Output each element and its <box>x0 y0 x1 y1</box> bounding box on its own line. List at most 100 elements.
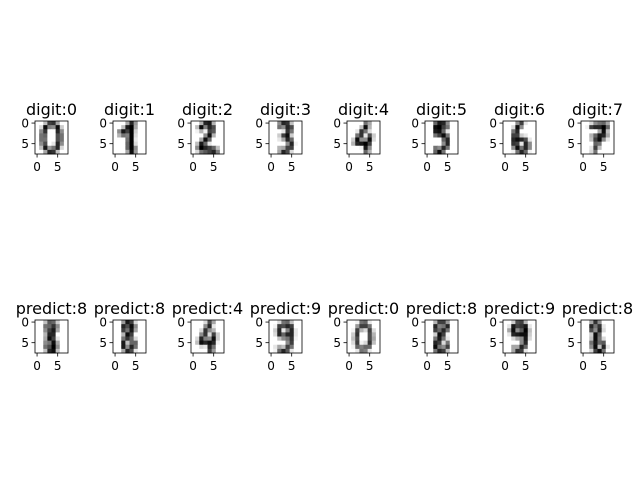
image-cell <box>371 324 377 329</box>
image-cell <box>519 332 525 337</box>
image-cell <box>449 137 455 143</box>
image-cell <box>59 328 65 333</box>
image-cell <box>55 125 61 130</box>
image-cell <box>527 328 533 333</box>
image-cell <box>425 149 430 155</box>
image-cell <box>589 328 594 333</box>
image-cell <box>449 336 455 342</box>
image-cell <box>585 129 590 134</box>
image-cell <box>281 129 286 134</box>
image-cell <box>281 121 286 126</box>
image-cell <box>519 324 525 329</box>
image-cell <box>503 320 508 325</box>
image-cell <box>589 340 594 346</box>
image-cell <box>437 133 442 138</box>
image-cell <box>39 340 44 346</box>
image-cell <box>515 141 520 147</box>
image-cell <box>449 133 455 138</box>
image-cell <box>433 141 438 147</box>
y-tick-label: 5 <box>333 137 341 151</box>
image-cell <box>585 149 590 155</box>
image-cell <box>191 320 196 325</box>
y-tick-label: 5 <box>489 336 497 350</box>
x-tick-label: 5 <box>366 160 374 174</box>
image-cell <box>375 328 381 333</box>
image-cell <box>211 133 217 138</box>
image-cell <box>289 133 295 138</box>
image-cell <box>355 121 360 126</box>
image-cell <box>285 133 291 138</box>
image-cell <box>507 137 512 143</box>
image-cell <box>55 133 61 138</box>
image-cell <box>59 348 65 354</box>
image-cell <box>207 328 213 333</box>
image-cell <box>581 145 586 151</box>
image-cell <box>515 137 520 143</box>
image-cell <box>363 145 369 151</box>
image-cell <box>363 121 369 126</box>
image-cell <box>211 145 217 151</box>
image-cell <box>593 328 598 333</box>
image-cell <box>219 340 225 346</box>
panel-title: predict:4 <box>172 299 243 318</box>
image-cell <box>429 129 434 134</box>
image-cell <box>601 328 607 333</box>
image-cell <box>351 320 356 325</box>
y-tick-label: 0 <box>411 316 419 330</box>
x-tick-label: 5 <box>132 359 140 373</box>
image-cell <box>289 320 295 325</box>
image-cell <box>531 328 537 333</box>
image-cell <box>511 145 516 151</box>
image-cell <box>519 125 525 130</box>
image-cell <box>527 324 533 329</box>
image-cell <box>531 332 537 337</box>
image-cell <box>203 133 208 138</box>
image-cell <box>285 324 291 329</box>
image-cell <box>355 344 360 350</box>
image-cell <box>285 149 291 155</box>
image-cell <box>141 332 147 337</box>
image-cell <box>433 324 438 329</box>
image-cell <box>351 344 356 350</box>
axes-frame <box>346 319 381 354</box>
image-cell <box>449 348 455 354</box>
image-cell <box>523 121 529 126</box>
image-cell <box>63 141 69 147</box>
image-cell <box>211 348 217 354</box>
image-cell <box>293 121 299 126</box>
image-cell <box>359 137 364 143</box>
image-cell <box>531 125 537 130</box>
image-cell <box>511 121 516 126</box>
image-cell <box>437 121 442 126</box>
image-cell <box>191 149 196 155</box>
image-cell <box>363 336 369 342</box>
image-cell <box>523 332 529 337</box>
image-cell <box>277 320 282 325</box>
image-cell <box>593 133 598 138</box>
x-tick-label: 0 <box>501 160 509 174</box>
image-cell <box>273 129 278 134</box>
image-cell <box>523 133 529 138</box>
image-cell <box>531 324 537 329</box>
image-cell <box>47 348 52 354</box>
image-cell <box>429 137 434 143</box>
image-cell <box>129 332 135 337</box>
image-cell <box>133 340 139 346</box>
image-cell <box>199 320 204 325</box>
image-cell <box>593 137 598 143</box>
image-cell <box>277 129 282 134</box>
image-cell <box>293 344 299 350</box>
image-cell <box>63 137 69 143</box>
image-cell <box>269 145 274 151</box>
image-cell <box>215 129 221 134</box>
image-cell <box>355 125 360 130</box>
image-cell <box>297 125 303 130</box>
image-cell <box>293 328 299 333</box>
image-cell <box>609 141 615 147</box>
image-cell <box>137 125 143 130</box>
image-cell <box>203 137 208 143</box>
image-cell <box>215 320 221 325</box>
image-cell <box>367 149 373 155</box>
image-cell <box>429 121 434 126</box>
image-cell <box>273 121 278 126</box>
